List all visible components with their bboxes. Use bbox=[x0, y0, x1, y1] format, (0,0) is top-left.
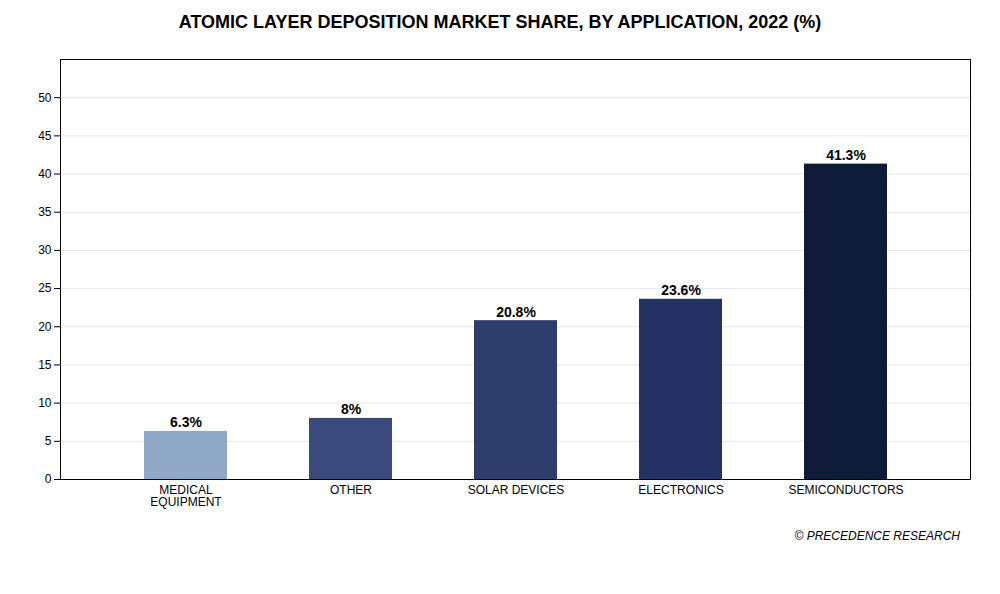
html-text:ATOMIC LAYER DEPOSITION MARKET: ATOMIC LAYER DEPOSITION MARKET SHARE, BY… bbox=[178, 12, 822, 32]
svg-text:6.3%: 6.3% bbox=[170, 414, 202, 430]
svg-text:5: 5 bbox=[45, 434, 52, 448]
svg-text:25: 25 bbox=[38, 281, 52, 295]
svg-text:0: 0 bbox=[45, 472, 52, 486]
svg-text:8%: 8% bbox=[341, 401, 362, 417]
svg-text:ELECTRONICS: ELECTRONICS bbox=[638, 483, 723, 497]
svg-text:35: 35 bbox=[38, 205, 52, 219]
svg-text:50: 50 bbox=[38, 91, 52, 105]
svg-text:OTHER: OTHER bbox=[330, 483, 372, 497]
svg-text:SOLAR DEVICES: SOLAR DEVICES bbox=[468, 483, 565, 497]
svg-text:15: 15 bbox=[38, 358, 52, 372]
svg-text:23.6%: 23.6% bbox=[661, 282, 701, 298]
svg-text:10: 10 bbox=[38, 396, 52, 410]
html-text:© PRECEDENCE RESEARCH: © PRECEDENCE RESEARCH bbox=[794, 529, 960, 543]
svg-text:30: 30 bbox=[38, 243, 52, 257]
svg-text:SEMICONDUCTORS: SEMICONDUCTORS bbox=[788, 483, 903, 497]
svg-text:MEDICALEQUIPMENT: MEDICALEQUIPMENT bbox=[150, 483, 222, 509]
svg-text:20: 20 bbox=[38, 320, 52, 334]
svg-text:45: 45 bbox=[38, 129, 52, 143]
svg-text:41.3%: 41.3% bbox=[826, 147, 866, 163]
svg-text:20.8%: 20.8% bbox=[496, 304, 536, 320]
svg-text:40: 40 bbox=[38, 167, 52, 181]
